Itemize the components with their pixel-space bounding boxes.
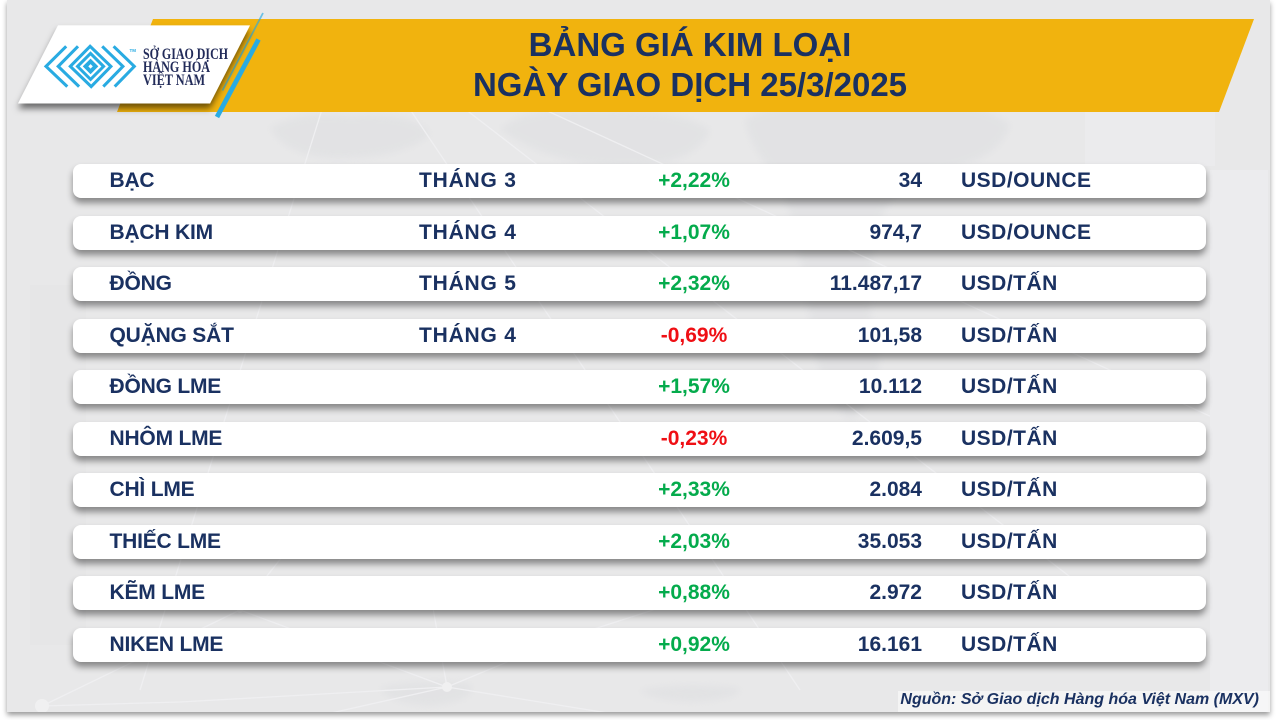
svg-text:TM: TM bbox=[130, 48, 137, 53]
svg-text:SỞ GIAO DỊCH: SỞ GIAO DỊCH bbox=[143, 46, 228, 63]
svg-text:VIỆT NAM: VIỆT NAM bbox=[143, 72, 205, 89]
svg-text:HÀNG HÓA: HÀNG HÓA bbox=[143, 59, 210, 76]
